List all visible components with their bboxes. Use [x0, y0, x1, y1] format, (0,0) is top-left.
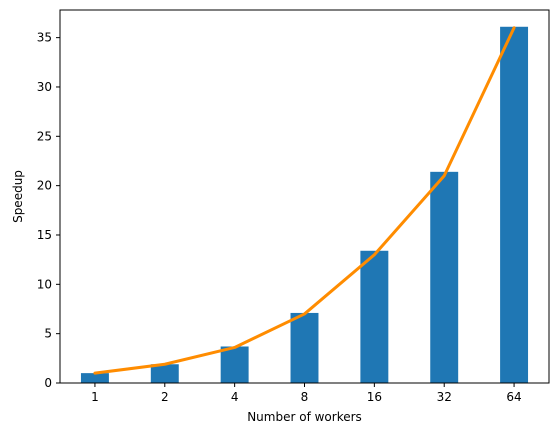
x-tick-label-16: 16 — [367, 390, 382, 404]
y-tick-label-5: 5 — [44, 327, 52, 341]
y-ticks: 0 5 10 15 20 25 30 35 — [37, 31, 60, 390]
x-tick-label-8: 8 — [301, 390, 309, 404]
bar-1 — [80, 373, 109, 383]
bar-2 — [150, 364, 179, 383]
x-ticks: 1 2 4 8 16 32 64 — [91, 383, 522, 404]
x-tick-label-2: 2 — [161, 390, 169, 404]
y-tick-label-15: 15 — [37, 228, 52, 242]
bars-layer — [80, 26, 529, 383]
bar-32 — [430, 171, 459, 383]
bar-64 — [500, 26, 529, 383]
line-layer — [93, 26, 516, 375]
y-tick-label-30: 30 — [37, 80, 52, 94]
y-tick-label-20: 20 — [37, 179, 52, 193]
x-axis-label: Number of workers — [247, 410, 362, 424]
y-tick-label-0: 0 — [44, 376, 52, 390]
x-tick-label-1: 1 — [91, 390, 99, 404]
x-tick-label-32: 32 — [437, 390, 452, 404]
y-tick-label-35: 35 — [37, 31, 52, 45]
x-tick-label-4: 4 — [231, 390, 239, 404]
y-axis-label: Speedup — [11, 170, 25, 223]
bar-16 — [360, 250, 389, 383]
speedup-line — [93, 26, 516, 375]
x-tick-label-64: 64 — [506, 390, 521, 404]
bar-4 — [220, 346, 249, 383]
y-tick-label-10: 10 — [37, 277, 52, 291]
y-tick-label-25: 25 — [37, 129, 52, 143]
bar-8 — [290, 312, 319, 383]
